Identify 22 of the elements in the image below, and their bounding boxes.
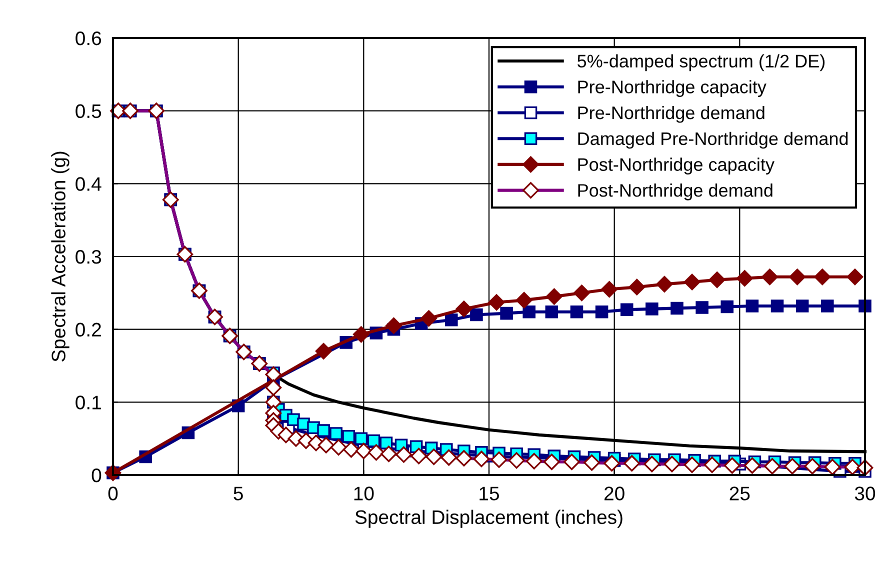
legend-label: Pre-Northridge demand (578, 106, 764, 123)
y-tick-label: 0.4 (76, 177, 102, 191)
y-tick-label: 0.5 (76, 104, 102, 118)
x-tick-label: 10 (354, 486, 374, 500)
x-tick-label: 15 (480, 486, 499, 500)
y-tick-label: 0.3 (76, 250, 102, 264)
y-tick-label: 0.6 (76, 31, 102, 46)
legend-label: Damaged Pre-Northridge demand (578, 132, 848, 149)
x-axis-title: Spectral Displacement (inches) (355, 510, 622, 528)
y-tick-label: 0.1 (76, 396, 101, 410)
y-tick-label: 0.2 (76, 322, 101, 337)
legend-label: Post-Northridge demand (578, 184, 772, 200)
x-tick-label: 25 (730, 486, 750, 500)
legend-label: Post-Northridge capacity (578, 158, 774, 175)
legend-label: Pre-Northridge capacity (578, 80, 766, 97)
x-tick-label: 0 (108, 486, 118, 500)
x-tick-label: 20 (604, 486, 624, 500)
legend-label: 5%-damped spectrum (1/2 DE) (578, 54, 825, 72)
y-tick-label: 0 (92, 468, 102, 482)
x-tick-label: 5 (234, 486, 243, 500)
y-axis-title: Spectral Acceleration (g) (51, 152, 70, 362)
x-tick-label: 30 (854, 486, 876, 500)
